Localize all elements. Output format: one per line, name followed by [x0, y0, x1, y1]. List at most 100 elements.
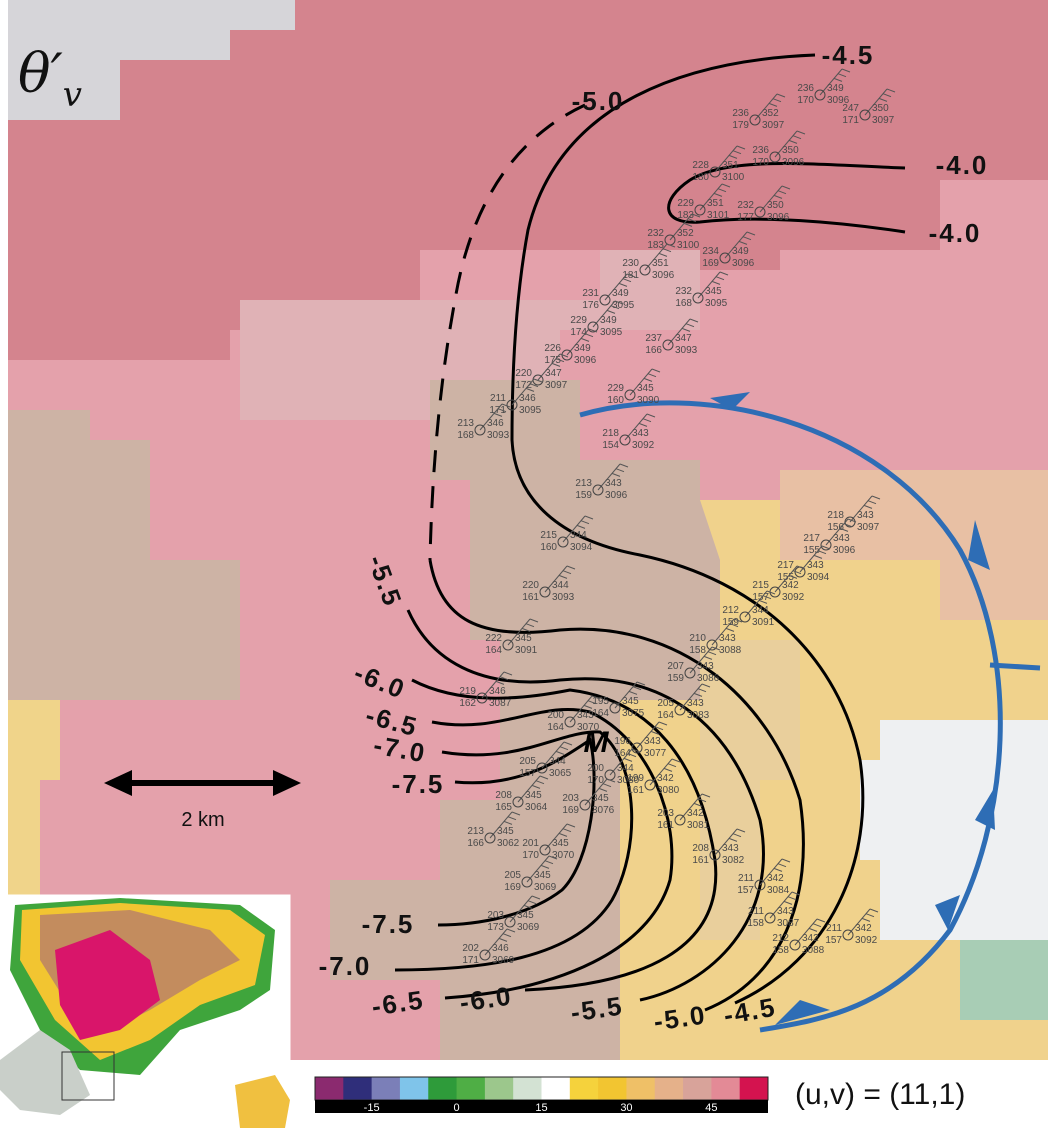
station-thetae: 349 — [612, 288, 629, 299]
station-pressure: 3082 — [722, 855, 745, 866]
station-thetae: 342 — [687, 808, 704, 819]
colorbar-swatch — [542, 1077, 571, 1100]
station-pressure: 3090 — [637, 395, 660, 406]
colorbar-swatch — [315, 1077, 344, 1100]
station-thetae: 343 — [632, 428, 649, 439]
station-temp: 205 — [504, 870, 521, 881]
colorbar-swatch — [485, 1077, 514, 1100]
station-pressure: 3069 — [492, 955, 515, 966]
station-temp: 215 — [752, 580, 769, 591]
station-dewpoint: 164 — [547, 722, 564, 733]
station-thetae: 345 — [705, 286, 722, 297]
station-dewpoint: 166 — [645, 345, 662, 356]
station-temp: 203 — [657, 808, 674, 819]
station-dewpoint: 159 — [667, 673, 684, 684]
station-pressure: 3075 — [622, 708, 645, 719]
station-pressure: 3062 — [497, 838, 520, 849]
station-thetae: 343 — [687, 698, 704, 709]
station-thetae: 346 — [492, 943, 509, 954]
contour-label: -7.5 — [392, 769, 445, 799]
colorbar-swatch — [372, 1077, 401, 1100]
station-dewpoint: 179 — [732, 120, 749, 131]
station-dewpoint: 161 — [627, 785, 644, 796]
station-thetae: 351 — [707, 198, 724, 209]
station-pressure: 3088 — [719, 645, 742, 656]
station-temp: 229 — [677, 198, 694, 209]
figure: 2361703493096236179352309724717135030972… — [0, 0, 1053, 1128]
station-dewpoint: 171 — [462, 955, 479, 966]
page: { "panel_label": {"base": "θ′", "sub": "… — [0, 0, 1053, 1128]
station-thetae: 343 — [697, 661, 714, 672]
scale-label: 2 km — [181, 809, 224, 831]
station-pressure: 3065 — [549, 768, 572, 779]
station-pressure: 3077 — [644, 748, 667, 759]
station-dewpoint: 158 — [772, 945, 789, 956]
station-temp: 220 — [515, 368, 532, 379]
station-thetae: 350 — [872, 103, 889, 114]
station-pressure: 3094 — [570, 542, 593, 553]
station-thetae: 349 — [600, 315, 617, 326]
station-dewpoint: 174 — [570, 327, 587, 338]
colorbar-swatch — [683, 1077, 712, 1100]
station-thetae: 347 — [675, 333, 692, 344]
station-pressure: 3095 — [705, 298, 728, 309]
panel-subscript: v — [63, 75, 82, 115]
station-temp: 208 — [495, 790, 512, 801]
colorbar-swatch — [457, 1077, 486, 1100]
station-temp: 196 — [614, 736, 631, 747]
station-temp: 237 — [645, 333, 662, 344]
station-temp: 212 — [722, 605, 739, 616]
station-dewpoint: 169 — [504, 882, 521, 893]
station-temp: 202 — [462, 943, 479, 954]
station-dewpoint: 159 — [575, 490, 592, 501]
colorbar-swatch — [740, 1077, 769, 1100]
station-thetae: 345 — [525, 790, 542, 801]
station-temp: 219 — [459, 686, 476, 697]
station-pressure: 3093 — [552, 592, 575, 603]
station-thetae: 344 — [549, 756, 566, 767]
contour-label: -4.0 — [936, 150, 989, 180]
colorbar-tick-label: 0 — [454, 1102, 460, 1114]
station-pressure: 3070 — [552, 850, 575, 861]
station-pressure: 3084 — [767, 885, 790, 896]
station-thetae: 345 — [534, 870, 551, 881]
station-thetae: 344 — [570, 530, 587, 541]
station-pressure: 3100 — [677, 240, 700, 251]
colorbar-swatch — [428, 1077, 457, 1100]
station-thetae: 349 — [574, 343, 591, 354]
station-thetae: 346 — [489, 686, 506, 697]
station-dewpoint: 183 — [677, 210, 694, 221]
station-temp: 211 — [748, 906, 764, 917]
station-dewpoint: 164 — [485, 645, 502, 656]
station-temp: 213 — [457, 418, 474, 429]
station-temp: 203 — [562, 793, 579, 804]
station-temp: 200 — [587, 763, 604, 774]
station-temp: 212 — [772, 933, 789, 944]
colorbar-swatch — [343, 1077, 372, 1100]
station-thetae: 343 — [777, 906, 794, 917]
station-temp: 211 — [490, 393, 506, 404]
station-thetae: 349 — [732, 246, 749, 257]
station-dewpoint: 176 — [582, 300, 599, 311]
contour-label: -5.0 — [572, 86, 625, 116]
station-pressure: 3097 — [857, 522, 880, 533]
station-temp: 208 — [692, 843, 709, 854]
station-pressure: 3096 — [605, 490, 628, 501]
station-pressure: 3096 — [782, 157, 805, 168]
station-dewpoint: 161 — [692, 855, 709, 866]
station-dewpoint: 154 — [602, 440, 619, 451]
colorbar-swatch — [513, 1077, 542, 1100]
station-thetae: 343 — [605, 478, 622, 489]
station-pressure: 3101 — [707, 210, 730, 221]
station-pressure: 3083 — [687, 710, 710, 721]
station-temp: 199 — [627, 773, 644, 784]
station-pressure: 3092 — [782, 592, 805, 603]
station-pressure: 3080 — [657, 785, 680, 796]
station-temp: 218 — [827, 510, 844, 521]
colorbar-tick-label: 30 — [620, 1102, 632, 1114]
station-temp: 205 — [657, 698, 674, 709]
station-temp: 195 — [592, 696, 609, 707]
station-pressure: 3096 — [574, 355, 597, 366]
station-pressure: 3086 — [697, 673, 720, 684]
station-thetae: 345 — [592, 793, 609, 804]
